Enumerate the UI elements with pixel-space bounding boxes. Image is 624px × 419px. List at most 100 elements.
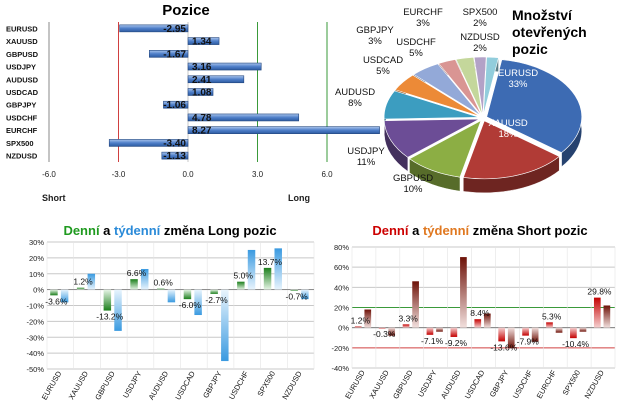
- short-change-value-spx500: -10.4%: [562, 339, 589, 349]
- pie-label-value-gbpusd: 10%: [403, 184, 423, 195]
- positions-bar-eurchf: [187, 126, 380, 134]
- short-title-rest: změna Short pozic: [469, 223, 587, 238]
- short-title-weekly: týdenní: [423, 223, 470, 238]
- positions-tick-labels: -6.0 -3.0 0.0 3.0 6.0: [42, 170, 333, 179]
- pie-label-name-gbpjpy: GBPJPY: [356, 25, 394, 36]
- positions-bar-nzdusd: [161, 151, 189, 160]
- long-change-category-audusd: AUDUSD: [147, 369, 171, 401]
- pie-label-name-audusd: AUDUSD: [335, 87, 375, 98]
- long-change-tick-label: -50%: [26, 365, 44, 374]
- long-change-value-labels: -3.6% 1.2% -13.2% 6.6% 0.6% -6.0%-2.7% 5.0% 13.…: [45, 257, 308, 322]
- pie-label-value-usdcad: 5%: [376, 66, 390, 77]
- pie-label-value-usdjpy: 11%: [357, 157, 376, 168]
- pie-slices: [383, 56, 583, 194]
- pie-slice-gbpusd: [408, 119, 482, 178]
- positions-chart: Pozice EURUSD XAUUSD GBPUSD USDJPY AUDUSD USD…: [6, 2, 380, 203]
- pie-title-line-3: pozic: [512, 41, 548, 57]
- pie-label-name-gbpusd: GBPUSD: [393, 173, 433, 184]
- short-change-category-audusd: AUDUSD: [439, 368, 463, 400]
- positions-category-usdjpy: USDJPY: [6, 63, 36, 72]
- positions-tick-label: 6.0: [321, 170, 333, 179]
- pie-label-name-usdjpy: USDJPY: [347, 146, 385, 157]
- short-title-daily: Denní: [372, 223, 409, 238]
- short-change-category-gbpusd: GBPUSD: [391, 368, 415, 400]
- short-change-bar-weekly-usdjpy: [436, 327, 443, 332]
- long-change-bar-weekly-usdjpy: [140, 268, 149, 290]
- pie-slice-audusd: [383, 90, 480, 120]
- long-change-bar-daily-nzdusd: [290, 289, 298, 291]
- positions-title: Pozice: [162, 2, 210, 19]
- pie-slice-eurusd: [486, 59, 583, 153]
- long-label: Long: [288, 193, 310, 203]
- long-change-value-usdcad: -6.0%: [179, 300, 202, 310]
- long-change-value-spx500: 13.7%: [258, 257, 283, 267]
- short-change-bar-daily-eurusd: [354, 326, 362, 328]
- short-change-category-usdcad: USDCAD: [463, 368, 487, 400]
- positions-value-usdcad: 1.08: [192, 88, 212, 99]
- long-change-bar-weekly-spx500: [274, 248, 282, 290]
- short-change-title: Denní a týdenní změna Short pozic: [372, 223, 587, 238]
- short-change-value-audusd: -9.2%: [445, 338, 468, 348]
- positions-tick-label: -6.0: [42, 170, 56, 179]
- short-change-bar-daily-usdcad: [474, 319, 482, 328]
- pie-slice-eurchf: [455, 56, 483, 116]
- long-change-bar-daily-spx500: [263, 267, 272, 290]
- positions-category-eurchf: EURCHF: [6, 126, 38, 135]
- short-change-category-usdjpy: USDJPY: [416, 369, 439, 399]
- short-change-tick-label: 40%: [334, 283, 349, 292]
- positions-bar-audusd: [187, 75, 245, 84]
- pie-title-line-1: Množství: [512, 7, 573, 23]
- pie-slice-gbpjpy: [438, 59, 482, 116]
- pie-title-line-2: otevřených: [512, 24, 587, 40]
- long-change-tick-label: -40%: [26, 349, 44, 358]
- pie-label-name-xauusd: XAUUSD: [488, 118, 528, 129]
- long-change-tick-label: -30%: [26, 333, 44, 342]
- short-change-bar-weekly-nzdusd: [603, 305, 611, 328]
- positions-bar-spx500: [108, 139, 189, 147]
- pie-label-value-nzdusd: 2%: [473, 43, 487, 54]
- positions-value-spx500: -3.40: [163, 138, 186, 149]
- positions-tick-label: -3.0: [112, 170, 126, 179]
- long-change-bar-daily-audusd: [157, 288, 165, 290]
- positions-tick-label: 0.0: [182, 170, 194, 179]
- long-title-rest: změna Long pozic: [160, 223, 276, 238]
- short-change-tick-label: 0%: [338, 324, 349, 333]
- short-change-value-xauusd: -0.3%: [373, 329, 396, 339]
- long-change-bar-daily-xauusd: [76, 287, 85, 290]
- short-change-value-nzdusd: 29.8%: [587, 287, 612, 297]
- short-change-value-usdchf: -7.9%: [517, 337, 540, 347]
- long-change-bar-daily-usdchf: [237, 281, 245, 290]
- positions-category-usdchf: USDCHF: [6, 113, 38, 122]
- long-change-category-usdchf: USDCHF: [227, 369, 251, 401]
- long-change-tick-labels: 30% 20% 10% 0% -10% -20% -30% -40% -50%: [26, 238, 44, 374]
- pie-slice-nzdusd: [483, 56, 499, 116]
- short-change-category-usdchf: USDCHF: [511, 368, 535, 400]
- positions-bar-eurusd: [119, 24, 189, 33]
- short-change-bar-weekly-eurusd: [364, 309, 372, 328]
- pie-label-name-usdcad: USDCAD: [363, 55, 403, 66]
- long-change-bar-weekly-gbpjpy: [221, 289, 229, 362]
- long-change-bar-daily-eurusd: [50, 289, 58, 296]
- long-change-category-labels: EURUSD XAUUSD GBPUSD USDJPY AUDUSD USDCAD GBPJ…: [40, 369, 304, 401]
- pie-label-name-eurchf: EURCHF: [403, 7, 443, 18]
- short-label: Short: [42, 193, 66, 203]
- short-change-value-eurusd: 1.2%: [351, 315, 371, 325]
- short-change-bar-daily-xauusd: [378, 327, 386, 329]
- positions-value-xauusd: 1.34: [192, 37, 212, 48]
- pie-label-value-usdchf: 5%: [409, 48, 423, 59]
- pie-slice-spx500: [473, 56, 487, 116]
- positions-category-nzdusd: NZDUSD: [6, 152, 38, 161]
- short-change-bar-daily-usdchf: [522, 327, 529, 336]
- long-change-category-nzdusd: NZDUSD: [280, 369, 304, 401]
- short-change-category-labels: EURUSD XAUUSD GBPUSD USDJPY AUDUSD USDCAD GBPJ…: [343, 368, 606, 400]
- long-change-chart: Denní a týdenní změna Long pozic -3.6% 1.…: [26, 223, 315, 401]
- long-change-value-eurusd: -3.6%: [45, 296, 68, 306]
- short-title-and: a: [408, 223, 422, 238]
- positions-value-gbpjpy: -1.06: [163, 100, 186, 111]
- long-change-tick-label: 30%: [29, 238, 44, 247]
- positions-bars: [108, 24, 380, 160]
- long-change-value-gbpjpy: -2.7%: [205, 295, 228, 305]
